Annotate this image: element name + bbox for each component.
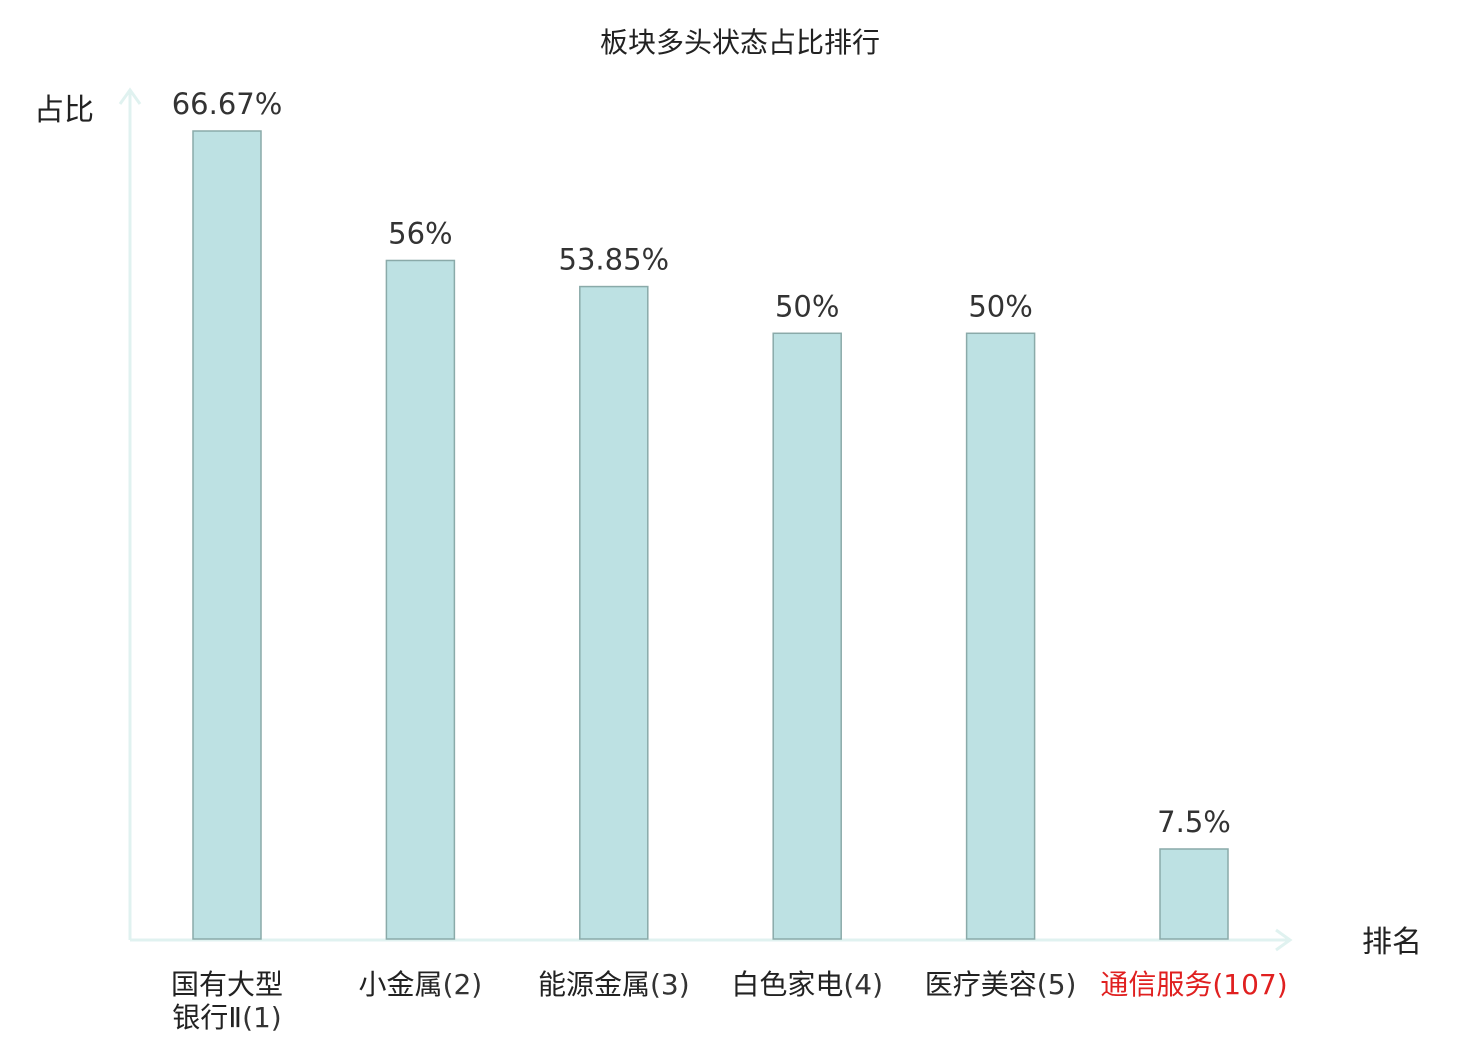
category-name: 银行Ⅱ [172,1001,242,1034]
bar [1159,848,1229,940]
bar [965,332,1036,940]
category-name: 医疗美容 [925,968,1037,1001]
axes [118,87,1293,952]
category-label: 小金属(2) [359,968,483,1001]
category-name: 小金属 [359,968,443,1001]
category-rank: (4) [843,968,883,1001]
bars [192,130,1229,940]
bar [772,332,842,940]
bar [579,285,649,940]
value-label: 50% [968,289,1032,323]
value-label: 50% [775,289,839,323]
value-label: 56% [388,216,452,250]
bar [385,259,456,940]
chart-title: 板块多头状态占比排行 [600,26,880,59]
category-rank: (107) [1212,968,1287,1001]
value-label: 66.67% [172,87,283,121]
category-name: 能源金属 [538,968,650,1001]
category-rank: (1) [242,1001,282,1034]
value-label: 7.5% [1157,805,1231,839]
category-label: 医疗美容(5) [925,968,1077,1001]
category-rank: (5) [1037,968,1077,1001]
category-rank: (2) [443,968,483,1001]
bar [192,130,262,940]
category-label: 白色家电(4) [731,968,883,1001]
value-label: 53.85% [559,243,670,277]
value-labels: 66.67% 56% 53.85% 50% 50% 7.5% [172,87,1231,839]
category-label: 国有大型 [171,968,283,1001]
category-name: 国有大型 [171,968,283,1001]
y-axis-label: 占比 [34,93,94,128]
y-axis-arrow [118,87,142,105]
x-axis-arrow [1275,928,1293,952]
category-label: 银行Ⅱ(1) [172,1001,281,1034]
category-label: 通信服务(107) [1100,968,1287,1001]
category-label: 能源金属(3) [538,968,690,1001]
category-name: 通信服务 [1100,968,1212,1001]
category-rank: (3) [650,968,690,1001]
category-name: 白色家电 [731,968,843,1001]
x-axis-label: 排名 [1362,925,1422,960]
